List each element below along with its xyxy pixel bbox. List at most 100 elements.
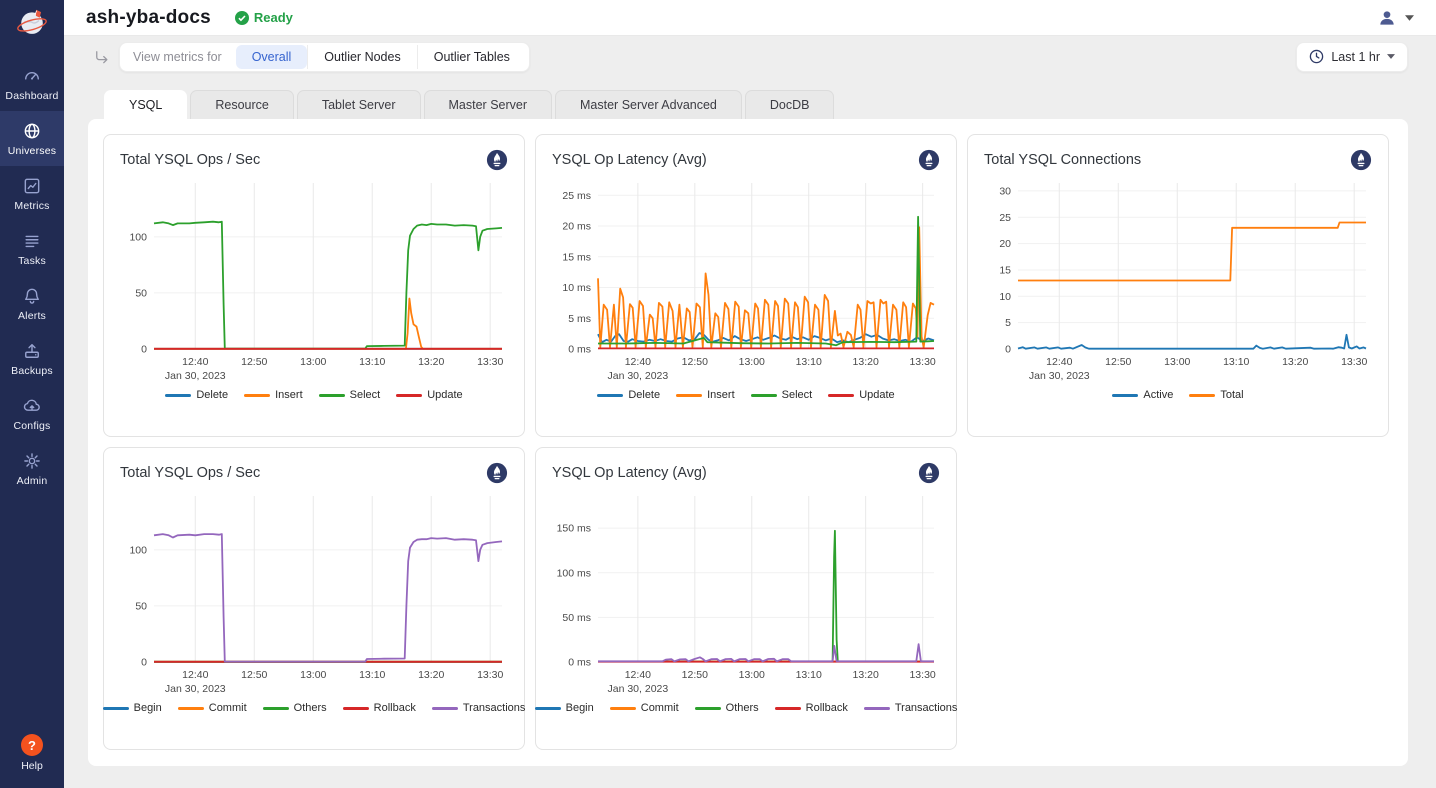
chart-plot: 0 50 100 12:40 Jan 30, 2023 12:50 13:00 13:10 13… — [129, 183, 503, 382]
svg-text:5: 5 — [1005, 317, 1011, 329]
chart-plot: 0 50 100 12:40 Jan 30, 2023 12:50 13:00 13:10 13… — [129, 496, 503, 695]
sidebar-item-label: Admin — [16, 475, 48, 487]
sidebar-item-dashboard[interactable]: Dashboard — [0, 56, 64, 111]
time-range-selector[interactable]: Last 1 hr — [1296, 41, 1408, 72]
user-menu[interactable] — [1377, 8, 1414, 28]
chart-header: Total YSQL Ops / Sec — [120, 149, 508, 171]
legend-item-update[interactable]: Update — [828, 389, 895, 401]
legend-item-begin[interactable]: Begin — [102, 702, 162, 714]
legend-item-update[interactable]: Update — [396, 389, 463, 401]
prometheus-icon[interactable] — [918, 149, 940, 171]
svg-text:12:50: 12:50 — [241, 356, 267, 368]
sidebar-item-alerts[interactable]: Alerts — [0, 276, 64, 331]
metrics-icon — [22, 176, 42, 196]
legend-swatch — [1189, 393, 1216, 397]
sidebar-item-tasks[interactable]: Tasks — [0, 221, 64, 276]
chart-plot: 0 5 10 15 20 25 30 12:40 Jan 30, 2023 12:50 13:00 1… — [999, 183, 1367, 382]
tab-master-server-advanced[interactable]: Master Server Advanced — [555, 90, 742, 119]
legend-swatch — [318, 393, 345, 397]
sidebar-item-configs[interactable]: Configs — [0, 386, 64, 441]
sidebar-item-label: Backups — [11, 365, 53, 377]
legend-item-select[interactable]: Select — [318, 389, 380, 401]
scope-option-outlier-nodes[interactable]: Outlier Nodes — [307, 44, 416, 69]
svg-text:13:20: 13:20 — [1282, 356, 1308, 368]
legend-label: Begin — [565, 702, 594, 714]
tab-docdb[interactable]: DocDB — [744, 90, 835, 119]
legend-item-transactions[interactable]: Transactions — [863, 702, 957, 714]
tab-tablet-server[interactable]: Tablet Server — [296, 90, 421, 119]
prometheus-icon[interactable] — [486, 462, 508, 484]
legend-item-rollback[interactable]: Rollback — [774, 702, 848, 714]
legend-item-delete[interactable]: Delete — [597, 389, 660, 401]
legend-item-active[interactable]: Active — [1112, 389, 1173, 401]
svg-text:25 ms: 25 ms — [562, 190, 591, 202]
status-label: Ready — [253, 10, 293, 25]
legend-swatch — [1112, 393, 1139, 397]
svg-text:12:50: 12:50 — [1105, 356, 1131, 368]
chart-plot: 0 ms 5 ms 10 ms 15 ms 20 ms 25 ms 12:40 Jan 30,… — [562, 183, 936, 382]
chart-title: Total YSQL Ops / Sec — [120, 152, 261, 168]
yugabyte-logo[interactable] — [0, 0, 64, 48]
svg-text:15 ms: 15 ms — [562, 251, 591, 263]
sidebar-item-metrics[interactable]: Metrics — [0, 166, 64, 221]
svg-text:13:30: 13:30 — [477, 356, 503, 368]
svg-text:0: 0 — [1005, 344, 1011, 356]
sidebar-item-label: Metrics — [14, 200, 50, 212]
legend-item-others[interactable]: Others — [694, 702, 759, 714]
legend-item-commit[interactable]: Commit — [609, 702, 679, 714]
svg-text:13:10: 13:10 — [359, 356, 385, 368]
chart-header: YSQL Op Latency (Avg) — [552, 462, 940, 484]
sidebar-item-help[interactable]: ? Help — [0, 724, 64, 788]
sidebar-nav: Dashboard Universes Metrics Tasks Alerts Back… — [0, 56, 64, 496]
prometheus-icon[interactable] — [486, 149, 508, 171]
legend-item-delete[interactable]: Delete — [165, 389, 228, 401]
svg-text:13:00: 13:00 — [739, 356, 765, 368]
chart-title: Total YSQL Connections — [984, 152, 1142, 168]
chart-plot: 0 ms 50 ms 100 ms 150 ms 12:40 Jan 30, 2023 12… — [557, 496, 936, 695]
legend-label: Transactions — [462, 702, 526, 714]
sidebar-item-backups[interactable]: Backups — [0, 331, 64, 386]
configs-icon — [22, 396, 42, 416]
svg-text:0 ms: 0 ms — [568, 657, 591, 669]
legend-item-insert[interactable]: Insert — [244, 389, 303, 401]
legend-item-others[interactable]: Others — [262, 702, 327, 714]
legend-swatch — [262, 706, 289, 710]
chart-header: Total YSQL Ops / Sec — [120, 462, 508, 484]
legend-item-commit[interactable]: Commit — [177, 702, 247, 714]
chart-legend: Delete Insert Select Update — [552, 389, 940, 401]
legend-item-select[interactable]: Select — [750, 389, 812, 401]
legend-label: Insert — [707, 389, 735, 401]
scope-option-outlier-tables[interactable]: Outlier Tables — [416, 44, 526, 69]
tab-ysql[interactable]: YSQL — [104, 90, 188, 119]
scope-option-overall[interactable]: Overall — [235, 44, 308, 69]
alerts-icon — [22, 286, 42, 306]
chart-header: Total YSQL Connections — [984, 149, 1372, 171]
svg-text:13:30: 13:30 — [909, 669, 935, 681]
svg-text:Jan 30, 2023: Jan 30, 2023 — [165, 683, 226, 695]
svg-text:25: 25 — [999, 212, 1011, 224]
legend-item-insert[interactable]: Insert — [676, 389, 735, 401]
legend-item-total[interactable]: Total — [1189, 389, 1244, 401]
legend-item-begin[interactable]: Begin — [534, 702, 594, 714]
legend-label: Rollback — [373, 702, 416, 714]
sidebar-item-label: Alerts — [17, 310, 47, 322]
sidebar-item-admin[interactable]: Admin — [0, 441, 64, 496]
tab-resource[interactable]: Resource — [190, 90, 294, 119]
legend-label: Commit — [640, 702, 679, 714]
legend-item-transactions[interactable]: Transactions — [431, 702, 526, 714]
sidebar-item-label: Configs — [13, 420, 51, 432]
sidebar-item-universes[interactable]: Universes — [0, 111, 64, 166]
svg-text:Jan 30, 2023: Jan 30, 2023 — [608, 370, 669, 382]
svg-text:100: 100 — [129, 231, 147, 243]
prometheus-icon[interactable] — [1350, 149, 1372, 171]
prometheus-icon[interactable] — [918, 462, 940, 484]
legend-swatch — [750, 393, 777, 397]
status-badge: Ready — [234, 10, 293, 25]
legend-label: Insert — [275, 389, 303, 401]
legend-label: Update — [427, 389, 463, 401]
clock-icon — [1309, 49, 1324, 64]
legend-swatch — [431, 706, 458, 710]
tab-master-server[interactable]: Master Server — [423, 90, 553, 119]
legend-item-rollback[interactable]: Rollback — [342, 702, 416, 714]
svg-text:13:20: 13:20 — [418, 669, 444, 681]
